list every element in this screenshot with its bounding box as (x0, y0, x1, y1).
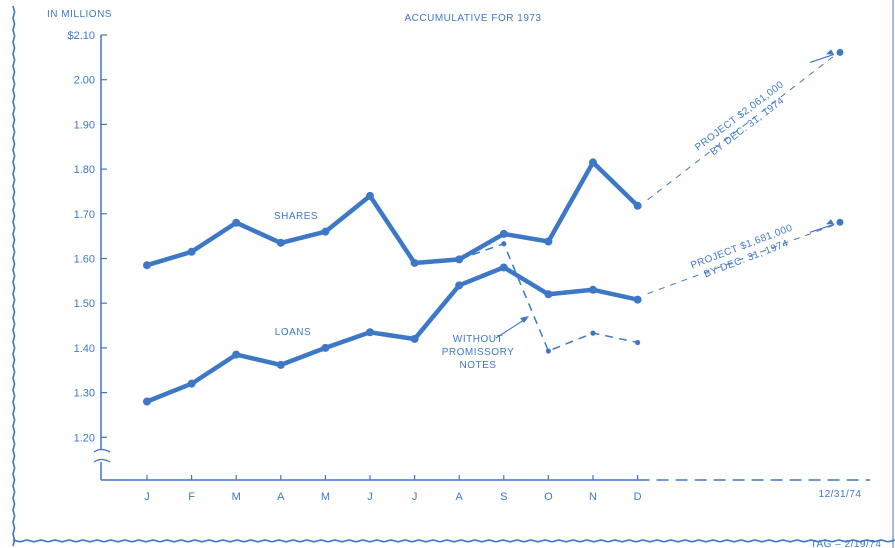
series-line-2 (458, 242, 638, 352)
y-tick-label: 1.90 (74, 119, 95, 131)
data-point (590, 330, 596, 336)
data-point (545, 348, 552, 354)
data-point (589, 285, 597, 294)
data-point (410, 258, 419, 267)
data-point (276, 360, 285, 369)
data-point (366, 191, 374, 200)
data-point (633, 295, 642, 304)
bottom-border (12, 539, 895, 543)
data-point (635, 339, 641, 346)
y-tick-label: 1.70 (74, 209, 95, 221)
x-tick-label: F (188, 491, 195, 503)
x-tick-label: D (634, 491, 642, 503)
x-tick-label: O (544, 491, 553, 503)
y-axis-label: IN MILLIONS (47, 9, 112, 20)
projection-point (836, 218, 844, 226)
x-tick-label: A (456, 491, 464, 503)
chart-title: ACCUMULATIVE FOR 1973 (404, 13, 541, 24)
end-tick-label: 12/31/74 (819, 489, 862, 500)
data-point (633, 201, 642, 210)
x-tick-label: M (232, 491, 241, 503)
projection-line (647, 54, 837, 201)
data-point (455, 281, 464, 290)
data-point (187, 379, 196, 388)
projection-point (836, 48, 844, 56)
series-label-without-notes: PROMISSORY (442, 347, 515, 358)
annotation-arrowhead (520, 316, 529, 323)
series-line-1 (146, 265, 639, 404)
data-point (410, 334, 419, 343)
x-tick-label: S (500, 491, 507, 503)
projection-arrow (809, 53, 835, 64)
data-point (499, 229, 508, 238)
x-tick-label: A (277, 491, 285, 503)
x-tick-label: J (412, 491, 418, 503)
data-point (366, 328, 374, 337)
projection-arrowhead (826, 219, 834, 225)
annotation-arrow (495, 317, 528, 339)
projection-line (647, 223, 837, 295)
x-tick-label: N (589, 491, 597, 503)
data-point (321, 227, 330, 236)
data-point (232, 350, 241, 359)
y-tick-label: $2.10 (67, 30, 95, 42)
data-point (143, 261, 151, 270)
y-tick-label: 2.00 (74, 75, 95, 87)
axis-break-mark (93, 448, 111, 453)
projection-label-line: PROJECT $2,061,000 (693, 79, 786, 153)
data-point (544, 237, 553, 246)
footer-text: TAG – 2/19/74 (811, 539, 882, 548)
y-tick-label: 1.20 (74, 432, 95, 444)
data-point (321, 343, 330, 352)
series-line-0 (146, 160, 640, 268)
projection-arrowhead (826, 49, 834, 55)
data-point (456, 256, 462, 262)
y-tick-label: 1.30 (74, 388, 95, 400)
y-tick-label: 1.50 (74, 298, 95, 310)
projection-arrow (809, 223, 835, 233)
data-point (589, 158, 597, 167)
series-label-loans: LOANS (275, 327, 311, 338)
x-tick-label: M (321, 491, 330, 503)
y-tick-label: 1.80 (74, 164, 95, 176)
x-tick-label: J (144, 491, 150, 503)
x-tick-label: J (367, 491, 373, 503)
data-point (232, 218, 241, 227)
data-point (499, 263, 508, 272)
series-label-shares: SHARES (274, 211, 318, 222)
series-label-without-notes: WITHOUT (453, 334, 503, 345)
data-point (143, 397, 151, 406)
data-point (544, 290, 553, 299)
data-point (276, 238, 285, 247)
left-border (12, 5, 16, 547)
data-point (501, 241, 507, 247)
y-tick-label: 1.60 (74, 254, 95, 266)
axis-break-mark (93, 458, 111, 463)
series-label-without-notes: NOTES (460, 360, 497, 371)
data-point (187, 247, 196, 256)
y-tick-label: 1.40 (74, 343, 95, 355)
